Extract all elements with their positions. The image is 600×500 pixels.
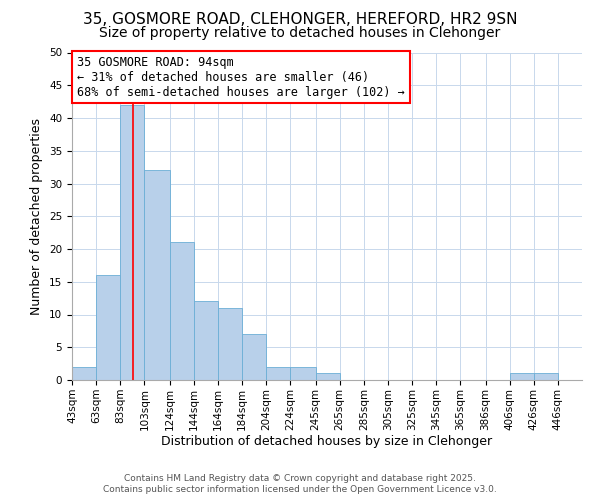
Bar xyxy=(242,334,266,380)
Bar xyxy=(509,374,534,380)
Y-axis label: Number of detached properties: Number of detached properties xyxy=(31,118,43,315)
Bar xyxy=(194,302,218,380)
Bar xyxy=(72,367,96,380)
Text: 35 GOSMORE ROAD: 94sqm
← 31% of detached houses are smaller (46)
68% of semi-det: 35 GOSMORE ROAD: 94sqm ← 31% of detached… xyxy=(77,56,405,99)
Bar xyxy=(290,367,316,380)
Bar xyxy=(96,275,120,380)
Bar xyxy=(316,374,340,380)
Text: 35, GOSMORE ROAD, CLEHONGER, HEREFORD, HR2 9SN: 35, GOSMORE ROAD, CLEHONGER, HEREFORD, H… xyxy=(83,12,517,28)
Text: Size of property relative to detached houses in Clehonger: Size of property relative to detached ho… xyxy=(100,26,500,40)
Bar xyxy=(218,308,242,380)
X-axis label: Distribution of detached houses by size in Clehonger: Distribution of detached houses by size … xyxy=(161,436,493,448)
Bar xyxy=(266,367,290,380)
Bar xyxy=(145,170,170,380)
Bar xyxy=(120,105,145,380)
Text: Contains HM Land Registry data © Crown copyright and database right 2025.
Contai: Contains HM Land Registry data © Crown c… xyxy=(103,474,497,494)
Bar xyxy=(170,242,194,380)
Bar xyxy=(534,374,558,380)
